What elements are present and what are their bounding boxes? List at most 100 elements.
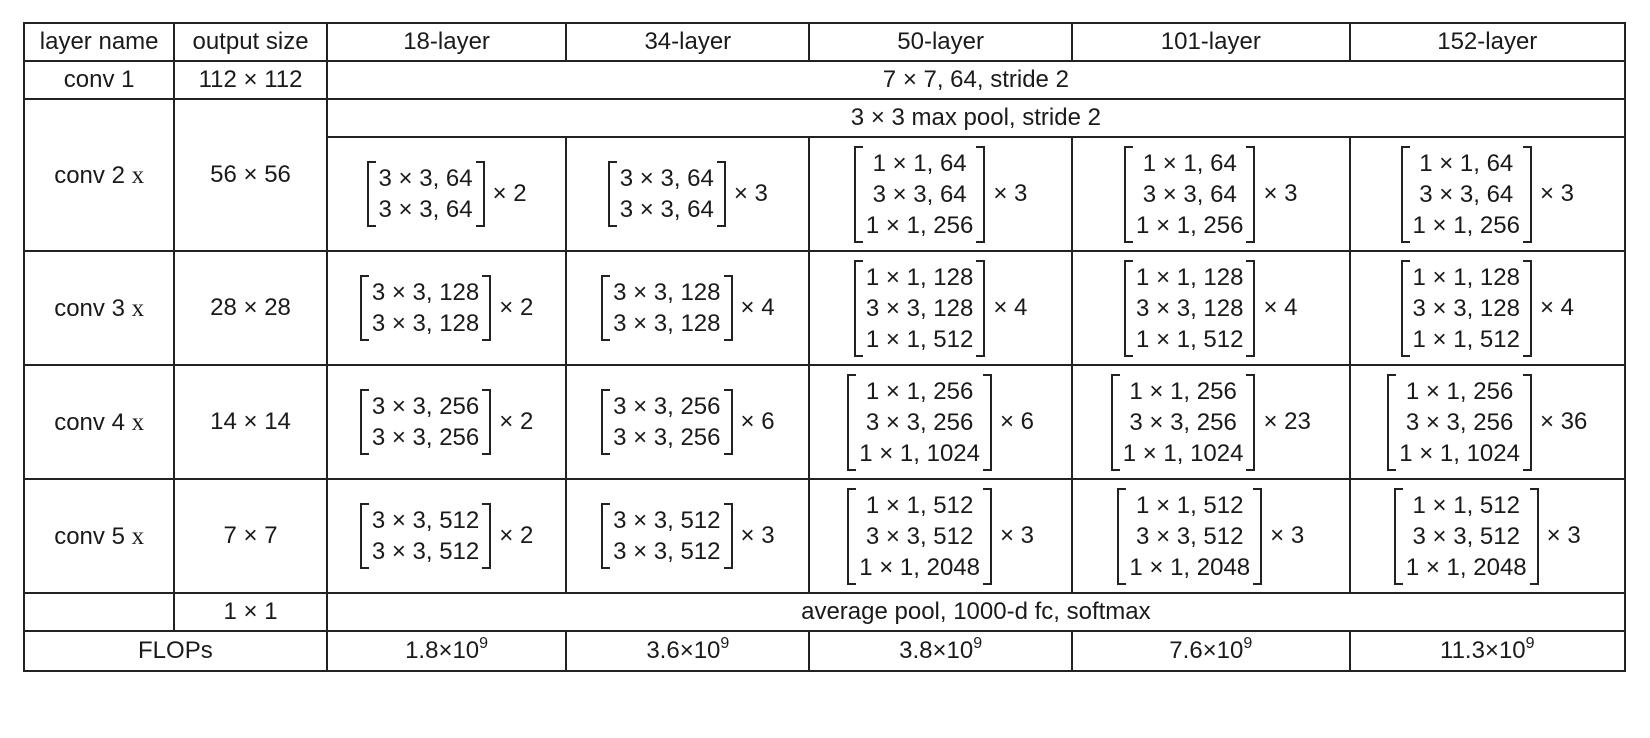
flops-value: 11.3×109 xyxy=(1348,630,1627,672)
matrix-row: 1 × 1, 128 xyxy=(1136,263,1244,291)
block-cell: 1 × 1, 128 3 × 3, 128 1 × 1, 512 × 4 xyxy=(1071,250,1351,366)
matrix-row: 1 × 1, 256 xyxy=(1412,211,1520,239)
header-row: layer name output size 18-layer 34-layer… xyxy=(22,22,1627,62)
matrix-row: 3 × 3, 512 xyxy=(371,538,480,565)
bracket-matrix: 3 × 3, 512 3 × 3, 512 xyxy=(359,503,492,569)
block-wrap: 1 × 1, 64 3 × 3, 64 1 × 1, 256 × 3 xyxy=(1400,145,1574,243)
matrix-row: 1 × 1, 512 xyxy=(1136,491,1244,519)
block-cell: 1 × 1, 256 3 × 3, 256 1 × 1, 1024 × 36 xyxy=(1348,364,1627,480)
flops-exponent: 9 xyxy=(720,635,730,652)
header-18-layer: 18-layer xyxy=(325,22,568,62)
block-cell: 1 × 1, 256 3 × 3, 256 1 × 1, 1024 × 23 xyxy=(1071,364,1351,480)
matrix-row: 3 × 3, 64 xyxy=(378,165,473,192)
matrix-row: 3 × 3, 256 xyxy=(371,424,480,451)
matrix-row: 1 × 1, 512 xyxy=(1412,325,1520,353)
bracket-matrix: 1 × 1, 512 3 × 3, 512 1 × 1, 2048 xyxy=(1393,487,1539,585)
matrix-row: 3 × 3, 128 xyxy=(865,294,974,322)
matrix-row: 3 × 3, 256 xyxy=(371,393,480,420)
matrix-row: 3 × 3, 256 xyxy=(1405,408,1514,436)
matrix-row: 1 × 1, 2048 xyxy=(859,553,980,581)
repeat-multiplier: × 3 xyxy=(993,180,1028,207)
block-wrap: 1 × 1, 512 3 × 3, 512 1 × 1, 2048 × 3 xyxy=(1393,487,1581,585)
matrix-row: 1 × 1, 64 xyxy=(1142,149,1237,177)
block-cell: 1 × 1, 128 3 × 3, 128 1 × 1, 512 × 4 xyxy=(1348,250,1627,366)
matrix-row: 1 × 1, 2048 xyxy=(1129,553,1251,581)
header-152-layer: 152-layer xyxy=(1348,22,1627,62)
matrix-row: 1 × 1, 256 xyxy=(865,377,974,405)
repeat-multiplier: × 3 xyxy=(1270,522,1305,549)
matrix-row: 1 × 1, 64 xyxy=(872,149,967,177)
repeat-multiplier: × 4 xyxy=(1539,294,1574,321)
matrix-row: 1 × 1, 128 xyxy=(1412,263,1520,291)
bracket-matrix: 3 × 3, 64 3 × 3, 64 xyxy=(607,161,726,227)
block-cell: 3 × 3, 256 3 × 3, 256 × 2 xyxy=(325,364,568,480)
matrix-row: 3 × 3, 128 xyxy=(371,279,480,306)
repeat-multiplier: × 3 xyxy=(1263,180,1298,207)
stage-name: conv 5 x xyxy=(22,478,176,594)
block-wrap: 1 × 1, 512 3 × 3, 512 1 × 1, 2048 × 3 xyxy=(1117,487,1305,585)
block-cell: 3 × 3, 128 3 × 3, 128 × 4 xyxy=(565,250,811,366)
bracket-matrix: 1 × 1, 128 3 × 3, 128 1 × 1, 512 xyxy=(1124,259,1256,357)
bracket-matrix: 1 × 1, 128 3 × 3, 128 1 × 1, 512 xyxy=(1400,259,1533,357)
final-spec: average pool, 1000-d fc, softmax xyxy=(325,592,1627,632)
stage-name: conv 3 x xyxy=(22,250,176,366)
matrix-row: 1 × 1, 512 xyxy=(865,491,974,519)
conv2-pool-row: conv 2 x 56 × 56 3 × 3 max pool, stride … xyxy=(22,98,1627,252)
block-wrap: 3 × 3, 64 3 × 3, 64 × 2 xyxy=(366,161,527,227)
bracket-matrix: 1 × 1, 64 3 × 3, 64 1 × 1, 256 xyxy=(853,145,986,243)
block-cell: 3 × 3, 256 3 × 3, 256 × 6 xyxy=(565,364,811,480)
repeat-multiplier: × 2 xyxy=(499,522,534,549)
stage-suffix: x xyxy=(131,522,145,550)
block-wrap: 1 × 1, 128 3 × 3, 128 1 × 1, 512 × 4 xyxy=(1124,259,1298,357)
bracket-matrix: 1 × 1, 512 3 × 3, 512 1 × 1, 2048 xyxy=(1117,487,1262,585)
final-name-empty xyxy=(22,592,176,632)
flops-value: 3.8×109 xyxy=(808,630,1074,672)
bracket-matrix: 3 × 3, 128 3 × 3, 128 xyxy=(601,275,733,341)
matrix-row: 3 × 3, 128 xyxy=(1136,294,1244,322)
matrix-row: 3 × 3, 64 xyxy=(1419,180,1514,208)
stage-suffix: x xyxy=(131,161,145,189)
matrix-row: 3 × 3, 128 xyxy=(613,279,721,306)
conv2-blocks-row: 3 × 3, 64 3 × 3, 64 × 2 3 × 3, 64 3 × 3, 64 ×… xyxy=(24,136,1627,252)
bracket-matrix: 1 × 1, 64 3 × 3, 64 1 × 1, 256 xyxy=(1400,145,1533,243)
final-row: 1 × 1 average pool, 1000-d fc, softmax xyxy=(22,592,1627,632)
conv1-spec: 7 × 7, 64, stride 2 xyxy=(325,60,1627,100)
repeat-multiplier: × 2 xyxy=(499,294,534,321)
block-cell: 3 × 3, 512 3 × 3, 512 × 3 xyxy=(565,478,811,594)
bracket-matrix: 1 × 1, 256 3 × 3, 256 1 × 1, 1024 xyxy=(1110,373,1256,471)
matrix-row: 1 × 1, 2048 xyxy=(1405,553,1527,581)
repeat-multiplier: × 4 xyxy=(740,294,775,321)
matrix-row: 3 × 3, 128 xyxy=(371,310,480,337)
block-wrap: 1 × 1, 256 3 × 3, 256 1 × 1, 1024 × 36 xyxy=(1387,373,1587,471)
repeat-multiplier: × 6 xyxy=(1000,408,1035,435)
table-body: layer name output size 18-layer 34-layer… xyxy=(22,22,1627,672)
matrix-row: 3 × 3, 256 xyxy=(865,408,974,436)
header-50-layer: 50-layer xyxy=(808,22,1074,62)
repeat-multiplier: × 3 xyxy=(1000,522,1035,549)
repeat-multiplier: × 6 xyxy=(740,408,775,435)
block-cell: 1 × 1, 512 3 × 3, 512 1 × 1, 2048 × 3 xyxy=(1348,478,1627,594)
repeat-multiplier: × 4 xyxy=(993,294,1028,321)
flops-row: FLOPs 1.8×109 3.6×109 3.8×109 7.6×109 11.3×10… xyxy=(23,630,1627,672)
block-cell: 1 × 1, 512 3 × 3, 512 1 × 1, 2048 × 3 xyxy=(1071,478,1351,594)
stage-suffix: x xyxy=(131,408,145,436)
block-wrap: 1 × 1, 128 3 × 3, 128 1 × 1, 512 × 4 xyxy=(1400,259,1574,357)
block-cell: 3 × 3, 64 3 × 3, 64 × 2 xyxy=(325,136,568,252)
final-output-size: 1 × 1 xyxy=(173,592,328,632)
block-cell: 3 × 3, 128 3 × 3, 128 × 2 xyxy=(325,250,568,366)
bracket-matrix: 3 × 3, 256 3 × 3, 256 xyxy=(359,389,492,455)
repeat-multiplier: × 23 xyxy=(1263,408,1311,435)
block-wrap: 3 × 3, 64 3 × 3, 64 × 3 xyxy=(607,161,768,227)
matrix-row: 1 × 1, 512 xyxy=(865,325,974,353)
bracket-matrix: 1 × 1, 64 3 × 3, 64 1 × 1, 256 xyxy=(1124,145,1256,243)
bracket-matrix: 1 × 1, 256 3 × 3, 256 1 × 1, 1024 xyxy=(847,373,992,471)
block-wrap: 3 × 3, 256 3 × 3, 256 × 2 xyxy=(359,389,533,455)
block-wrap: 1 × 1, 128 3 × 3, 128 1 × 1, 512 × 4 xyxy=(853,259,1028,357)
matrix-row: 3 × 3, 64 xyxy=(872,180,967,208)
matrix-row: 1 × 1, 256 xyxy=(1405,377,1514,405)
matrix-row: 3 × 3, 256 xyxy=(1129,408,1237,436)
block-cell: 3 × 3, 512 3 × 3, 512 × 2 xyxy=(325,478,568,594)
matrix-row: 1 × 1, 256 xyxy=(1136,211,1244,239)
stage-output-size: 7 × 7 xyxy=(173,478,328,594)
conv1-output-size: 112 × 112 xyxy=(173,60,328,100)
